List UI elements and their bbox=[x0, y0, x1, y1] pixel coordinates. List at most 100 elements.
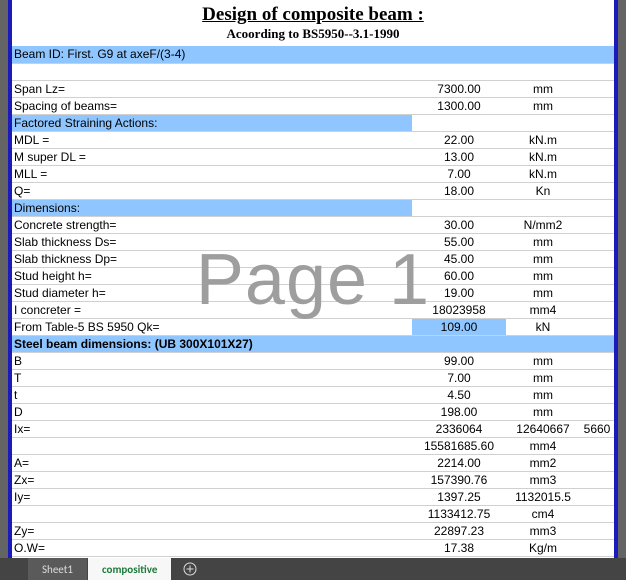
row-unit bbox=[506, 335, 580, 352]
row-unit: Kg/m bbox=[506, 539, 580, 556]
table-row[interactable]: MDL =22.00kN.m bbox=[12, 131, 614, 148]
row-unit: mm bbox=[506, 233, 580, 250]
row-extra bbox=[580, 216, 614, 233]
add-sheet-button[interactable] bbox=[172, 558, 208, 580]
row-label: Q= bbox=[12, 182, 412, 199]
table-row[interactable]: B99.00mm bbox=[12, 352, 614, 369]
table-row[interactable]: Q=18.00Kn bbox=[12, 182, 614, 199]
row-extra bbox=[580, 114, 614, 131]
row-extra bbox=[580, 369, 614, 386]
tab-sheet1[interactable]: Sheet1 bbox=[28, 558, 88, 580]
row-extra bbox=[580, 403, 614, 420]
row-extra bbox=[580, 318, 614, 335]
table-row[interactable]: Stud height h=60.00mm bbox=[12, 267, 614, 284]
row-value: 18.00 bbox=[412, 182, 506, 199]
row-extra bbox=[580, 488, 614, 505]
row-value: 7.00 bbox=[412, 369, 506, 386]
row-value: 109.00 bbox=[412, 318, 506, 335]
row-value: 13.00 bbox=[412, 148, 506, 165]
table-row[interactable]: t4.50mm bbox=[12, 386, 614, 403]
row-value: 45.00 bbox=[412, 250, 506, 267]
row-unit: mm bbox=[506, 284, 580, 301]
table-row[interactable]: Dimensions: bbox=[12, 199, 614, 216]
row-extra bbox=[580, 233, 614, 250]
row-label bbox=[12, 437, 412, 454]
row-extra bbox=[580, 471, 614, 488]
row-unit: mm bbox=[506, 403, 580, 420]
row-label: Concrete strength= bbox=[12, 216, 412, 233]
row-value bbox=[412, 46, 506, 63]
table-row[interactable]: Ix=2336064126406675660 bbox=[12, 420, 614, 437]
table-row[interactable]: O.W=17.38Kg/m bbox=[12, 539, 614, 556]
page-container: Design of composite beam : Acoording to … bbox=[8, 0, 618, 560]
table-row[interactable]: M super DL =13.00kN.m bbox=[12, 148, 614, 165]
table-row[interactable]: MLL =7.00kN.m bbox=[12, 165, 614, 182]
row-unit: mm bbox=[506, 267, 580, 284]
table-row[interactable]: Factored Straining Actions: bbox=[12, 114, 614, 131]
row-extra: 5660 bbox=[580, 420, 614, 437]
row-unit: mm4 bbox=[506, 301, 580, 318]
row-value: 1133412.75 bbox=[412, 505, 506, 522]
row-label: Span Lz= bbox=[12, 80, 412, 97]
row-unit: 1132015.5 bbox=[506, 488, 580, 505]
table-row[interactable]: Stud diameter h=19.00mm bbox=[12, 284, 614, 301]
row-unit: mm3 bbox=[506, 522, 580, 539]
row-label: T bbox=[12, 369, 412, 386]
row-label: Beam ID: First. G9 at axeF/(3-4) bbox=[12, 46, 412, 63]
table-row[interactable]: T7.00mm bbox=[12, 369, 614, 386]
tab-compositive[interactable]: compositive bbox=[88, 558, 172, 580]
row-extra bbox=[580, 80, 614, 97]
row-value: 4.50 bbox=[412, 386, 506, 403]
vertical-scrollbar[interactable] bbox=[618, 0, 626, 560]
table-row[interactable]: Steel beam dimensions: (UB 300X101X27) bbox=[12, 335, 614, 352]
row-unit: 12640667 bbox=[506, 420, 580, 437]
row-extra bbox=[580, 182, 614, 199]
table-row[interactable]: Slab thickness Ds=55.00mm bbox=[12, 233, 614, 250]
page-subtitle: Acoording to BS5950--3.1-1990 bbox=[12, 26, 614, 46]
row-value: 55.00 bbox=[412, 233, 506, 250]
table-row[interactable]: I concreter =18023958mm4 bbox=[12, 301, 614, 318]
row-extra bbox=[580, 454, 614, 471]
row-label: Iy= bbox=[12, 488, 412, 505]
row-extra bbox=[580, 131, 614, 148]
table-row[interactable]: 1133412.75cm4 bbox=[12, 505, 614, 522]
table-row[interactable]: Concrete strength=30.00N/mm2 bbox=[12, 216, 614, 233]
row-label: t bbox=[12, 386, 412, 403]
row-unit: kN bbox=[506, 318, 580, 335]
row-extra bbox=[580, 386, 614, 403]
table-row[interactable]: Zx=157390.76mm3 bbox=[12, 471, 614, 488]
table-row[interactable] bbox=[12, 63, 614, 80]
table-row[interactable]: D198.00mm bbox=[12, 403, 614, 420]
page-title: Design of composite beam : bbox=[12, 0, 614, 26]
row-extra bbox=[580, 267, 614, 284]
row-value: 198.00 bbox=[412, 403, 506, 420]
row-label: MLL = bbox=[12, 165, 412, 182]
table-row[interactable]: From Table-5 BS 5950 Qk=109.00kN bbox=[12, 318, 614, 335]
table-row[interactable]: Spacing of beams=1300.00mm bbox=[12, 97, 614, 114]
row-label: MDL = bbox=[12, 131, 412, 148]
table-row[interactable]: Zy=22897.23mm3 bbox=[12, 522, 614, 539]
row-unit bbox=[506, 199, 580, 216]
table-row[interactable]: Iy=1397.251132015.5 bbox=[12, 488, 614, 505]
row-value: 18023958 bbox=[412, 301, 506, 318]
table-row[interactable]: 15581685.60mm4 bbox=[12, 437, 614, 454]
row-label: Zy= bbox=[12, 522, 412, 539]
table-row[interactable]: Slab thickness Dp=45.00mm bbox=[12, 250, 614, 267]
table-row[interactable]: Span Lz=7300.00mm bbox=[12, 80, 614, 97]
row-label: M super DL = bbox=[12, 148, 412, 165]
row-label: Stud height h= bbox=[12, 267, 412, 284]
row-value: 15581685.60 bbox=[412, 437, 506, 454]
row-value bbox=[412, 199, 506, 216]
row-value: 30.00 bbox=[412, 216, 506, 233]
table-row[interactable]: A=2214.00mm2 bbox=[12, 454, 614, 471]
row-label: A= bbox=[12, 454, 412, 471]
row-unit: kN.m bbox=[506, 165, 580, 182]
row-value: 1397.25 bbox=[412, 488, 506, 505]
row-label: From Table-5 BS 5950 Qk= bbox=[12, 318, 412, 335]
row-unit: mm bbox=[506, 80, 580, 97]
table-row[interactable]: Beam ID: First. G9 at axeF/(3-4) bbox=[12, 46, 614, 63]
row-value: 7300.00 bbox=[412, 80, 506, 97]
row-label bbox=[12, 63, 412, 80]
row-value: 99.00 bbox=[412, 352, 506, 369]
row-unit: mm4 bbox=[506, 437, 580, 454]
